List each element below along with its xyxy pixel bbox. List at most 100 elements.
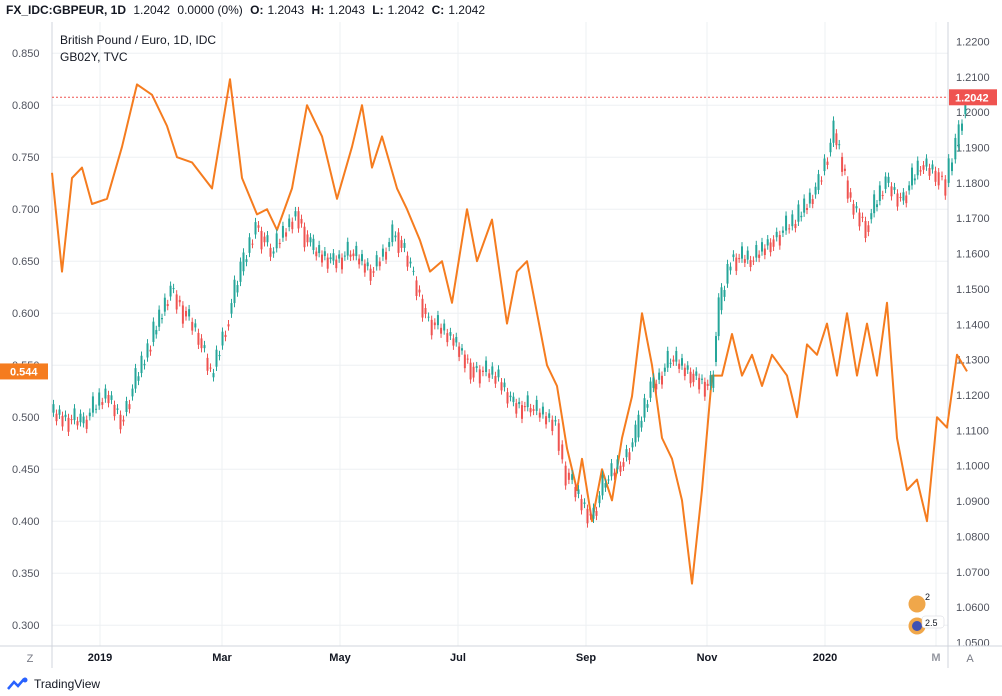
candle-body: [899, 197, 902, 199]
candle-body: [131, 388, 134, 397]
candle-body: [82, 416, 85, 424]
candle-body: [158, 309, 161, 327]
candle-body: [683, 367, 686, 377]
candle-body: [672, 359, 675, 362]
candle-body: [601, 474, 604, 496]
candle-body: [263, 236, 266, 243]
candle-body: [957, 124, 960, 148]
left-axis-tick: 0.700: [12, 204, 40, 216]
candle-body: [391, 224, 394, 243]
candle-body: [125, 400, 128, 412]
candle-body: [761, 242, 763, 252]
candle-body: [122, 419, 125, 422]
candle-body: [300, 218, 303, 224]
symbol-title[interactable]: FX_IDC:GBPEUR, 1D: [6, 3, 127, 17]
low-value: 1.2042: [387, 3, 425, 17]
gbp-event-flag-icon[interactable]: [907, 594, 927, 614]
candle-body: [583, 502, 586, 504]
candle-body: [251, 243, 254, 245]
candle-body: [913, 178, 916, 181]
candle-body: [430, 319, 433, 336]
candle-body: [254, 222, 257, 235]
candle-body: [890, 186, 893, 197]
candle-body: [212, 373, 215, 378]
right-axis-tick: 1.1100: [956, 425, 989, 437]
tradingview-logo[interactable]: TradingView: [7, 677, 100, 691]
candle-body: [291, 221, 294, 230]
candle-body: [515, 403, 518, 414]
candle-body: [864, 221, 867, 239]
candle-body: [607, 479, 610, 481]
right-axis-tick: 1.1400: [956, 319, 990, 331]
time-axis-tick: 2019: [88, 652, 112, 664]
zoom-button-bg[interactable]: [18, 650, 42, 666]
right-axis-tick: 1.1000: [956, 461, 990, 473]
candle-body: [763, 248, 766, 256]
candle-body: [595, 510, 598, 516]
candle-body: [554, 420, 557, 422]
candle-body: [346, 241, 349, 256]
candle-body: [755, 245, 758, 258]
candle-body: [817, 174, 820, 190]
right-axis-tick: 1.0500: [956, 637, 990, 649]
candle-body: [634, 424, 637, 443]
candle-body: [941, 175, 943, 177]
candle-body: [58, 409, 61, 415]
candle-body: [455, 336, 458, 343]
time-axis-tick: M: [931, 652, 940, 664]
candle-body: [497, 369, 500, 378]
candle-body: [85, 419, 88, 429]
right-axis-tick: 1.2000: [956, 107, 990, 119]
candle-body: [329, 257, 332, 260]
candle-body: [341, 257, 343, 270]
candle-body: [758, 254, 761, 258]
candle-body: [188, 309, 191, 317]
candle-body: [224, 334, 227, 338]
candle-body: [893, 187, 896, 190]
last-price: 1.2042: [133, 3, 171, 17]
candle-body: [55, 413, 58, 422]
candle-body: [433, 322, 436, 326]
candle-body: [116, 408, 119, 410]
candle-body: [76, 421, 79, 426]
candle-body: [678, 363, 681, 369]
candle-body: [843, 168, 846, 171]
candle-body: [896, 193, 899, 207]
time-axis-tick: Nov: [697, 652, 719, 664]
auto-scale-button[interactable]: A: [966, 653, 974, 665]
candle-body: [378, 261, 381, 267]
candle-body: [622, 462, 625, 467]
candle-body: [652, 377, 655, 388]
candle-body: [488, 373, 491, 378]
price-chart[interactable]: 0.8500.8000.7500.7000.6500.6000.5500.500…: [0, 20, 1002, 668]
candle-body: [79, 413, 82, 423]
candle-body: [922, 165, 925, 170]
candle-body: [808, 192, 811, 204]
right-axis-tick: 1.1200: [956, 390, 990, 402]
zoom-button[interactable]: Z: [27, 653, 34, 665]
candle-body: [689, 371, 692, 384]
candle-body: [440, 327, 443, 334]
candle-body: [800, 215, 803, 218]
candle-body: [523, 406, 526, 408]
candle-body: [175, 294, 178, 310]
candle-body: [772, 239, 775, 247]
candle-body: [332, 253, 335, 261]
close-label: C:: [431, 3, 445, 17]
candle-body: [557, 423, 560, 451]
candle-body: [797, 204, 800, 222]
candle-body: [881, 194, 884, 196]
candle-body: [616, 459, 619, 470]
time-axis-tick: Sep: [576, 652, 596, 664]
candle-body: [944, 179, 947, 196]
candle-body: [257, 225, 260, 228]
footer-bar: TradingView: [0, 672, 1002, 696]
candle-body: [466, 358, 469, 360]
candle-body: [729, 266, 732, 271]
candle-body: [712, 374, 715, 388]
candle-body: [146, 343, 149, 358]
candle-body: [427, 316, 430, 318]
candle-body: [937, 172, 940, 186]
candle-body: [343, 255, 346, 257]
candle-body: [203, 345, 206, 349]
